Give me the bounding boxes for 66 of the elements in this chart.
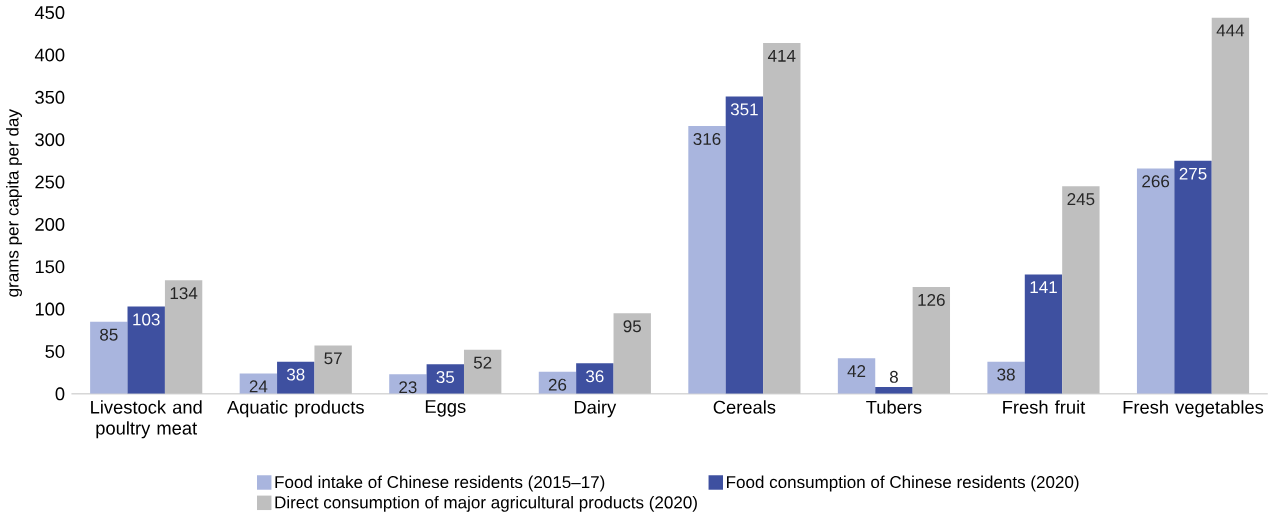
x-tick-label: Tubers — [866, 400, 922, 414]
bar — [164, 280, 203, 395]
data-label: 24 — [249, 380, 268, 393]
y-tick-label: 450 — [34, 6, 65, 20]
data-label: 26 — [548, 378, 567, 391]
bar — [725, 96, 764, 395]
data-label: 23 — [399, 381, 417, 394]
y-tick-label: 100 — [35, 302, 65, 316]
data-label: 414 — [767, 50, 796, 62]
bar — [426, 364, 464, 395]
bar — [463, 350, 502, 395]
y-tick-label: 300 — [35, 133, 65, 147]
data-label: 85 — [100, 328, 118, 341]
data-label: 245 — [1067, 193, 1095, 206]
data-label: 126 — [918, 294, 945, 307]
data-label: 35 — [436, 371, 455, 384]
y-axis-title: grams per capita per day — [6, 109, 22, 297]
bar — [1174, 161, 1212, 395]
bar — [1024, 274, 1063, 395]
bar — [1062, 186, 1100, 395]
y-tick-label: 50 — [45, 345, 65, 359]
y-tick-label: 200 — [35, 218, 65, 232]
y-tick-label: 250 — [35, 175, 65, 189]
bar — [1136, 168, 1175, 395]
bar — [763, 43, 801, 395]
x-tick-label: Livestock and poultry meat — [91, 400, 202, 439]
y-tick-label: 150 — [35, 260, 65, 274]
bar — [1211, 17, 1250, 395]
bar — [987, 361, 1025, 395]
y-tick-label: 350 — [35, 91, 65, 105]
x-tick-label: Fresh vegetables — [1123, 400, 1264, 418]
bar — [127, 306, 165, 395]
y-tick-label: 400 — [34, 48, 65, 62]
data-label: 52 — [473, 356, 492, 369]
bar — [912, 287, 951, 395]
data-label: 103 — [133, 313, 160, 326]
data-label: 38 — [286, 368, 305, 381]
data-label: 275 — [1179, 167, 1207, 180]
bar — [688, 126, 726, 395]
bar — [613, 313, 651, 395]
data-label: 316 — [693, 133, 721, 146]
x-tick-label: Eggs — [425, 400, 466, 417]
x-tick-label: Aquatic products — [226, 400, 364, 418]
data-label: 38 — [997, 368, 1015, 381]
bar — [837, 358, 876, 395]
x-tick-label: Cereals — [713, 400, 776, 414]
legend-label: Food consumption of Chinese residents (2020) — [727, 475, 1079, 492]
bar — [576, 363, 614, 395]
data-label: 134 — [170, 287, 198, 300]
y-tick-label: 0 — [55, 387, 65, 401]
data-label: 42 — [847, 365, 866, 378]
data-label: 57 — [324, 352, 342, 365]
x-tick-label: Dairy — [574, 400, 617, 418]
data-label: 8 — [889, 371, 898, 384]
data-label: 141 — [1030, 281, 1057, 294]
data-label: 351 — [730, 103, 758, 116]
x-tick-label: Fresh fruit — [1003, 400, 1086, 414]
data-label: 444 — [1216, 24, 1245, 37]
data-label: 266 — [1142, 175, 1170, 188]
data-label: 95 — [623, 320, 641, 333]
bar — [314, 345, 352, 395]
bar — [90, 322, 128, 395]
legend-label: Food intake of Chinese residents (2015–17) — [275, 475, 605, 492]
bar — [875, 387, 913, 395]
legend-label: Direct consumption of major agricultural products (2020) — [275, 496, 697, 512]
data-label: 36 — [586, 370, 604, 383]
